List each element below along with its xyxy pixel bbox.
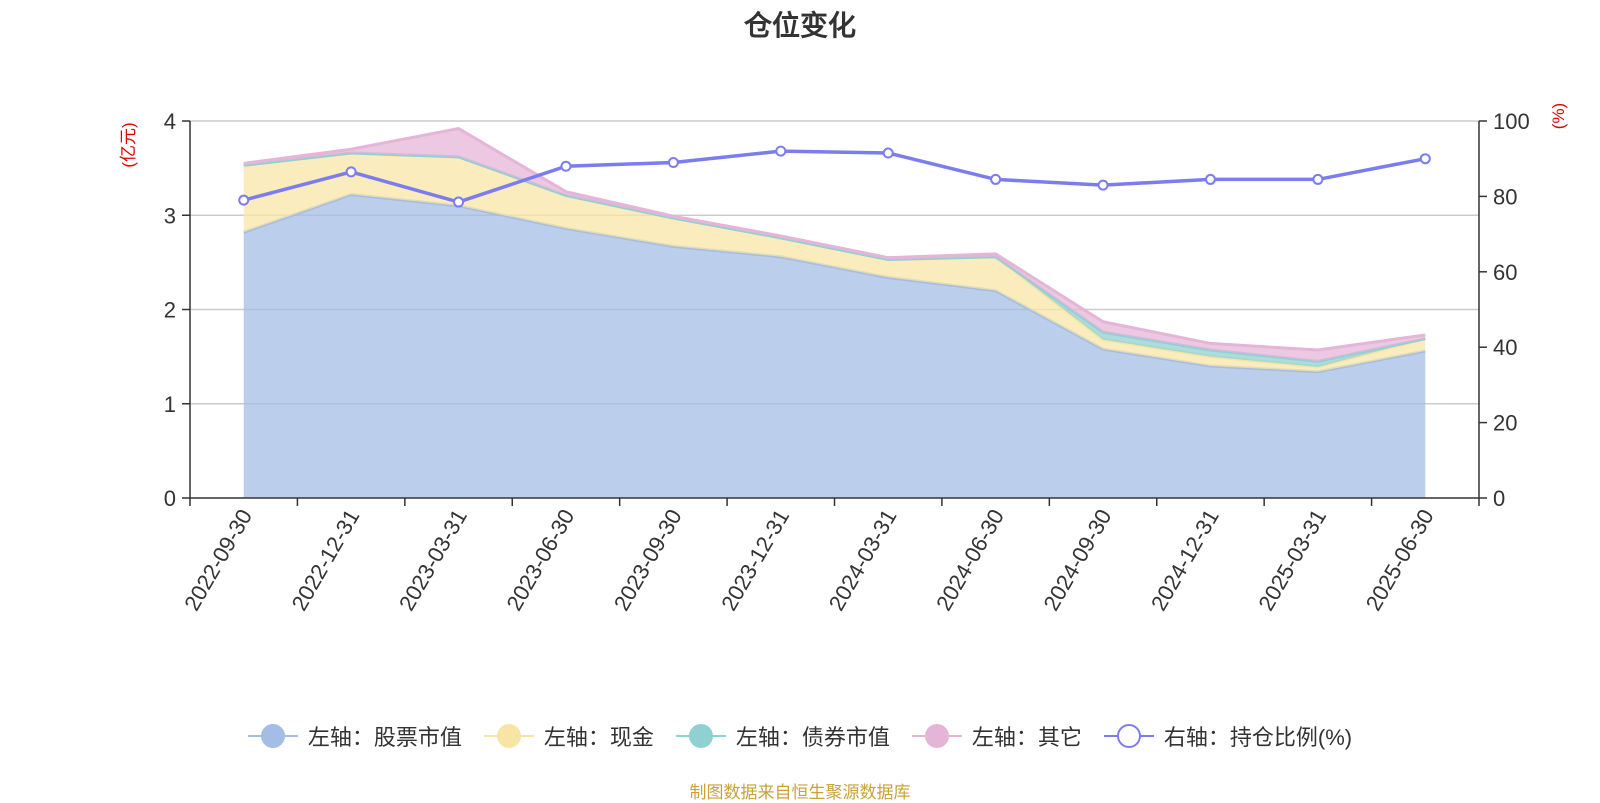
- area-series: [243, 126, 1426, 498]
- y-left-tick-label: 0: [164, 486, 176, 511]
- x-tick-label: 2023-09-30: [609, 505, 687, 615]
- line-point: [990, 173, 1002, 185]
- x-tick-label: 2024-03-31: [824, 505, 902, 615]
- x-tick-label: 2023-03-31: [394, 505, 472, 615]
- y-left-tick-label: 4: [164, 109, 176, 134]
- chart-title: 仓位变化: [743, 10, 856, 41]
- legend-label: 左轴：现金: [543, 725, 654, 750]
- area-左轴：股票市值: [243, 194, 1426, 498]
- ratio-line-series: [238, 145, 1431, 208]
- line-point: [882, 147, 894, 159]
- y-left-tick-label: 2: [164, 298, 176, 323]
- legend-marker-icon: [911, 724, 962, 748]
- x-tick-label: 2025-03-31: [1253, 505, 1331, 615]
- legend-label: 左轴：股票市值: [307, 725, 462, 750]
- area-左轴：现金: [243, 153, 1426, 372]
- y-left-tick-label: 3: [164, 203, 176, 228]
- legend-marker-icon: [483, 724, 534, 748]
- x-tick-label: 2024-06-30: [931, 505, 1009, 615]
- legend-item[interactable]: 左轴：债券市值: [675, 720, 890, 752]
- legend-marker-icon: [247, 724, 298, 748]
- area-左轴：其它: [243, 128, 1426, 362]
- x-tick-label: 2024-12-31: [1146, 505, 1224, 615]
- x-tick-label: 2024-09-30: [1038, 505, 1116, 615]
- y-right-tick-label: 60: [1493, 260, 1517, 285]
- legend-item[interactable]: 右轴：持仓比例(%): [1103, 720, 1353, 752]
- legend-label: 左轴：其它: [971, 725, 1082, 750]
- line-point: [667, 156, 679, 168]
- y-right-tick-label: 80: [1493, 184, 1517, 209]
- y-left-tick-label: 1: [164, 392, 176, 417]
- x-tick-label: 2023-06-30: [501, 505, 579, 615]
- x-tick-label: 2023-12-31: [716, 505, 794, 615]
- line-右轴：持仓比例(%): [243, 149, 1426, 204]
- line-point: [775, 145, 787, 157]
- legend: 左轴：股票市值 左轴：现金 左轴：债券市值 左轴：其它 右轴：持仓比例(%): [0, 720, 1600, 752]
- legend-marker-icon: [675, 724, 726, 748]
- line-point: [453, 196, 465, 208]
- y-right-tick-label: 0: [1493, 486, 1505, 511]
- area-edge-左轴：其它: [243, 126, 1426, 352]
- line-point: [238, 194, 250, 206]
- line-point: [560, 160, 572, 172]
- y-right-tick-label: 40: [1493, 335, 1517, 360]
- source-note: 制图数据来自恒生聚源数据库: [689, 783, 911, 802]
- legend-item[interactable]: 左轴：其它: [911, 720, 1082, 752]
- x-tick-label: 2025-06-30: [1361, 505, 1439, 615]
- line-point: [1312, 173, 1324, 185]
- x-tick-label: 2022-09-30: [179, 505, 257, 615]
- y-right-axis-label: (%): [1549, 103, 1568, 129]
- line-point: [1419, 153, 1431, 165]
- legend-label: 左轴：债券市值: [735, 725, 890, 750]
- y-right-tick-label: 20: [1493, 411, 1517, 436]
- line-point: [1097, 179, 1109, 191]
- legend-marker-icon: [1103, 724, 1154, 748]
- y-right-tick-label: 100: [1493, 109, 1530, 134]
- legend-item[interactable]: 左轴：现金: [483, 720, 654, 752]
- line-point: [1204, 173, 1216, 185]
- legend-item[interactable]: 左轴：股票市值: [247, 720, 462, 752]
- y-left-axis-label: (亿元): [119, 122, 138, 167]
- legend-label: 右轴：持仓比例(%): [1163, 725, 1353, 750]
- line-point: [345, 166, 357, 178]
- x-tick-label: 2022-12-31: [287, 505, 365, 615]
